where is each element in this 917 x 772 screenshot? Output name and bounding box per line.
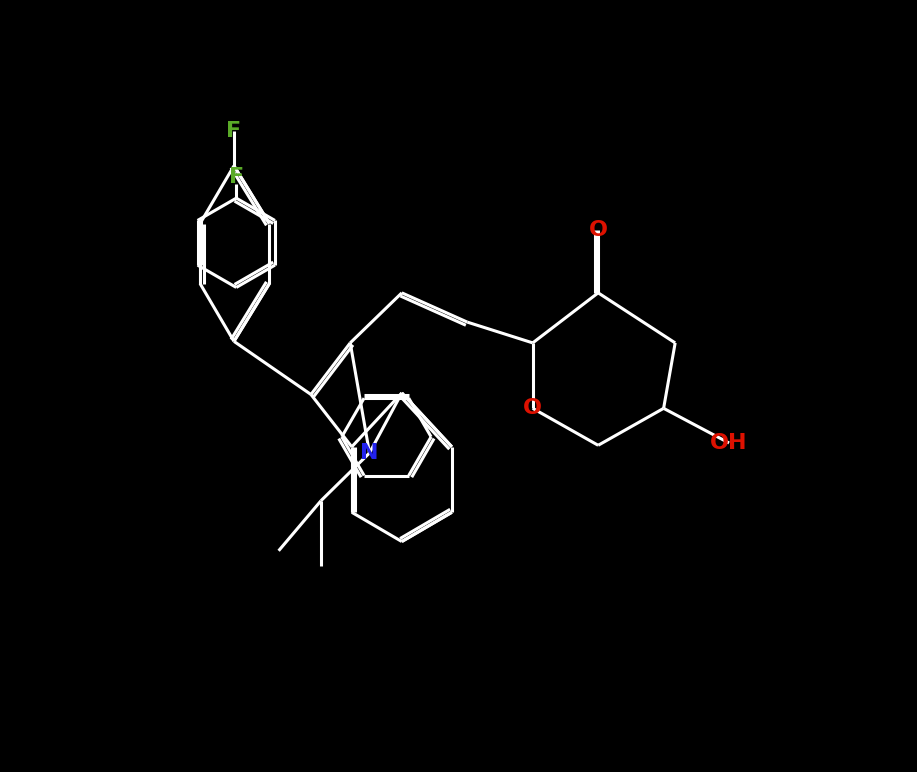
Text: F: F bbox=[228, 167, 244, 187]
Text: O: O bbox=[589, 220, 608, 239]
Text: F: F bbox=[226, 121, 241, 141]
Text: OH: OH bbox=[711, 433, 748, 453]
Text: N: N bbox=[360, 443, 379, 463]
Text: O: O bbox=[524, 398, 542, 418]
